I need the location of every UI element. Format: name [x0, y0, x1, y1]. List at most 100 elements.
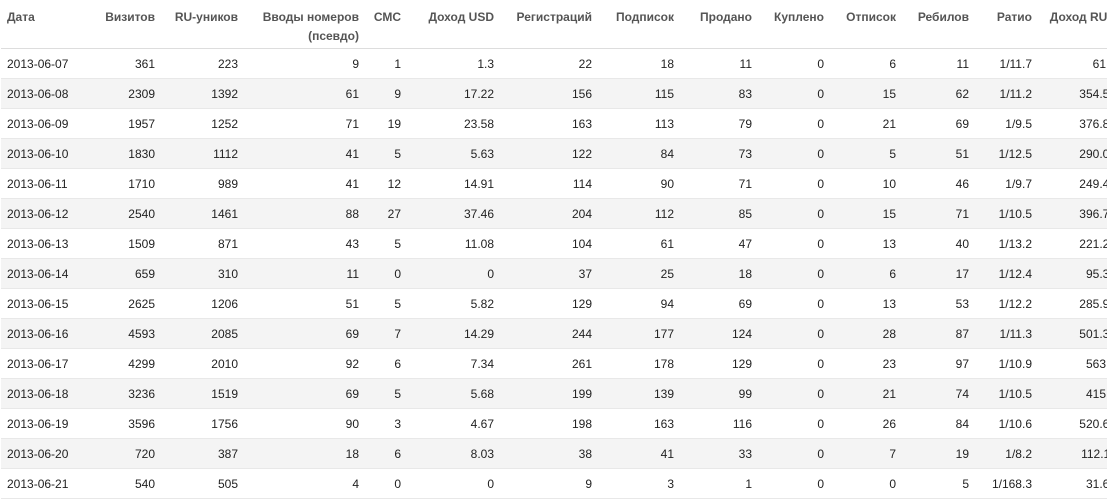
table-cell: 129	[680, 348, 758, 379]
table-cell: 69	[902, 108, 975, 139]
table-cell: 520.62	[1038, 408, 1107, 439]
table-cell: 18	[680, 258, 758, 289]
table-cell: 1/10.5	[975, 378, 1038, 409]
table-cell: 33	[680, 438, 758, 469]
table-cell: 10	[830, 168, 902, 199]
table-cell: 1/11.3	[975, 318, 1038, 349]
table-cell: 415.8	[1038, 378, 1107, 409]
header-date: Дата	[1, 0, 83, 49]
table-cell: 114	[500, 168, 598, 199]
table-cell: 17	[902, 258, 975, 289]
table-cell: 5	[365, 228, 407, 259]
table-cell: 0	[758, 378, 830, 409]
table-cell: 396.76	[1038, 198, 1107, 229]
table-cell: 7	[830, 438, 902, 469]
table-cell: 249.42	[1038, 168, 1107, 199]
table-cell: 21	[830, 378, 902, 409]
table-cell: 46	[902, 168, 975, 199]
table-cell: 85	[680, 198, 758, 229]
header-bought: Куплено	[758, 0, 830, 49]
table-cell: 387	[161, 438, 244, 469]
table-cell: 989	[161, 168, 244, 199]
table-cell: 501.39	[1038, 318, 1107, 349]
table-cell: 2085	[161, 318, 244, 349]
table-cell: 112.11	[1038, 438, 1107, 469]
table-cell: 7.34	[407, 348, 500, 379]
table-cell: 261	[500, 348, 598, 379]
header-ru-uniques: RU-уников	[161, 0, 244, 49]
table-cell: 19	[902, 438, 975, 469]
table-cell: 71	[680, 168, 758, 199]
table-cell: 1	[680, 468, 758, 499]
table-cell: 204	[500, 198, 598, 229]
table-cell: 71	[244, 108, 365, 139]
table-cell: 122	[500, 138, 598, 169]
table-cell: 41	[244, 168, 365, 199]
table-cell: 4299	[83, 348, 161, 379]
table-cell: 2013-06-15	[1, 288, 83, 319]
table-row: 2013-06-13 1509 871 43 5 11.08 104 61 47 0 13 40 1/1…	[1, 228, 1107, 259]
table-cell: 1/12.4	[975, 258, 1038, 289]
table-cell: 5	[365, 378, 407, 409]
table-cell: 18	[244, 438, 365, 469]
table-cell: 1710	[83, 168, 161, 199]
table-cell: 14.91	[407, 168, 500, 199]
table-cell: 0	[758, 408, 830, 439]
table-cell: 92	[244, 348, 365, 379]
table-cell: 0	[758, 168, 830, 199]
table-cell: 0	[830, 468, 902, 499]
table-cell: 1/9.7	[975, 168, 1038, 199]
table-cell: 27	[365, 198, 407, 229]
table-cell: 11	[902, 48, 975, 79]
table-cell: 1252	[161, 108, 244, 139]
table-cell: 1392	[161, 78, 244, 109]
table-row: 2013-06-17 4299 2010 92 6 7.34 261 178 129 0 23 97 1…	[1, 348, 1107, 379]
table-cell: 3	[365, 408, 407, 439]
table-cell: 285.98	[1038, 288, 1107, 319]
header-unsubscribes: Отписок	[830, 0, 902, 49]
column-header-label: Доход RUR	[1049, 10, 1107, 24]
table-cell: 1/11.7	[975, 48, 1038, 79]
table-cell: 14.29	[407, 318, 500, 349]
table-cell: 2013-06-08	[1, 78, 83, 109]
table-cell: 87	[902, 318, 975, 349]
table-cell: 12	[365, 168, 407, 199]
table-row: 2013-06-16 4593 2085 69 7 14.29 244 177 124 0 28 87…	[1, 318, 1107, 349]
table-cell: 23	[830, 348, 902, 379]
table-cell: 0	[758, 348, 830, 379]
table-cell: 15	[830, 198, 902, 229]
table-cell: 43	[244, 228, 365, 259]
table-cell: 2010	[161, 348, 244, 379]
table-cell: 38	[500, 438, 598, 469]
table-cell: 659	[83, 258, 161, 289]
table-cell: 1.3	[407, 48, 500, 79]
table-cell: 1519	[161, 378, 244, 409]
column-header-label: Дата	[7, 10, 35, 24]
table-cell: 5	[365, 288, 407, 319]
table-cell: 97	[902, 348, 975, 379]
table-cell: 51	[244, 288, 365, 319]
table-cell: 1	[365, 48, 407, 79]
table-cell: 94	[598, 288, 680, 319]
table-cell: 4593	[83, 318, 161, 349]
table-cell: 2309	[83, 78, 161, 109]
table-cell: 115	[598, 78, 680, 109]
table-cell: 84	[598, 138, 680, 169]
header-row: Дата Визитов RU-уников Вводы номеров (псевд…	[1, 0, 1107, 49]
table-cell: 361	[83, 48, 161, 79]
table-cell: 69	[244, 378, 365, 409]
table-cell: 7	[365, 318, 407, 349]
table-cell: 1/12.5	[975, 138, 1038, 169]
header-visits: Визитов	[83, 0, 161, 49]
table-cell: 90	[244, 408, 365, 439]
table-cell: 0	[407, 258, 500, 289]
table-cell: 0	[758, 438, 830, 469]
table-cell: 1/10.6	[975, 408, 1038, 439]
table-cell: 90	[598, 168, 680, 199]
table-cell: 2013-06-14	[1, 258, 83, 289]
table-cell: 1206	[161, 288, 244, 319]
table-cell: 61	[244, 78, 365, 109]
table-cell: 563.7	[1038, 348, 1107, 379]
